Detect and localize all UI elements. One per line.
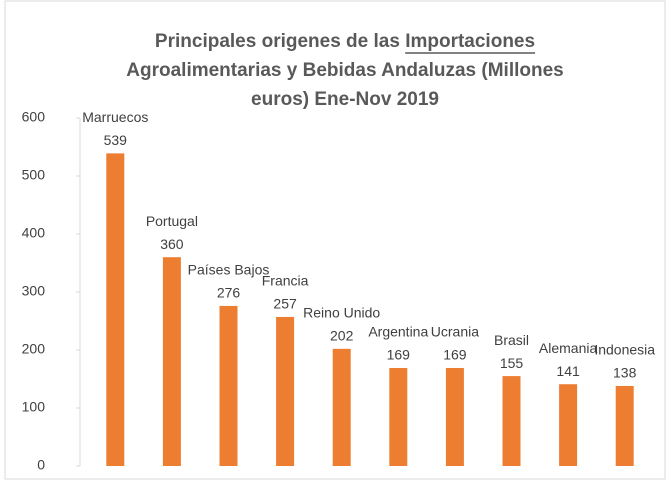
category-label: Reino Unido <box>303 305 380 321</box>
data-label: 202 <box>330 328 354 344</box>
chart-title: Agroalimentarias y Bebidas Andaluzas (Mi… <box>126 60 563 81</box>
category-label: Argentina <box>368 324 428 340</box>
bar <box>162 257 181 466</box>
bar <box>219 305 238 466</box>
category-label: Brasil <box>494 332 529 348</box>
chart-title: euros) Ene-Nov 2019 <box>251 89 439 110</box>
data-label: 169 <box>443 347 467 363</box>
y-tick-label: 400 <box>22 225 46 241</box>
chart-title: Principales origenes de las Importacione… <box>155 31 535 52</box>
category-label: Indonesia <box>594 342 655 358</box>
y-tick-label: 0 <box>37 457 45 473</box>
category-label: Países Bajos <box>188 262 270 278</box>
bar <box>502 376 521 466</box>
data-label: 539 <box>104 132 128 148</box>
data-label: 276 <box>217 285 241 301</box>
data-label: 257 <box>273 296 297 312</box>
data-label: 138 <box>613 365 637 381</box>
data-label: 141 <box>556 363 580 379</box>
bar <box>445 367 464 466</box>
category-label: Francia <box>262 273 309 289</box>
bar <box>389 367 408 466</box>
data-label: 155 <box>500 355 524 371</box>
data-label: 169 <box>387 347 411 363</box>
y-tick-label: 300 <box>22 283 46 299</box>
bar <box>332 348 351 466</box>
category-label: Marruecos <box>82 109 148 125</box>
category-label: Ucrania <box>431 324 479 340</box>
category-label: Alemania <box>539 340 598 356</box>
bar <box>615 385 634 466</box>
bar <box>106 153 125 466</box>
bar <box>276 316 295 466</box>
category-label: Portugal <box>146 213 198 229</box>
data-label: 360 <box>160 236 184 252</box>
y-tick-label: 600 <box>22 109 46 125</box>
y-tick-label: 500 <box>22 167 46 183</box>
y-tick-label: 200 <box>22 341 46 357</box>
bar <box>559 384 578 466</box>
y-tick-label: 100 <box>22 399 46 415</box>
